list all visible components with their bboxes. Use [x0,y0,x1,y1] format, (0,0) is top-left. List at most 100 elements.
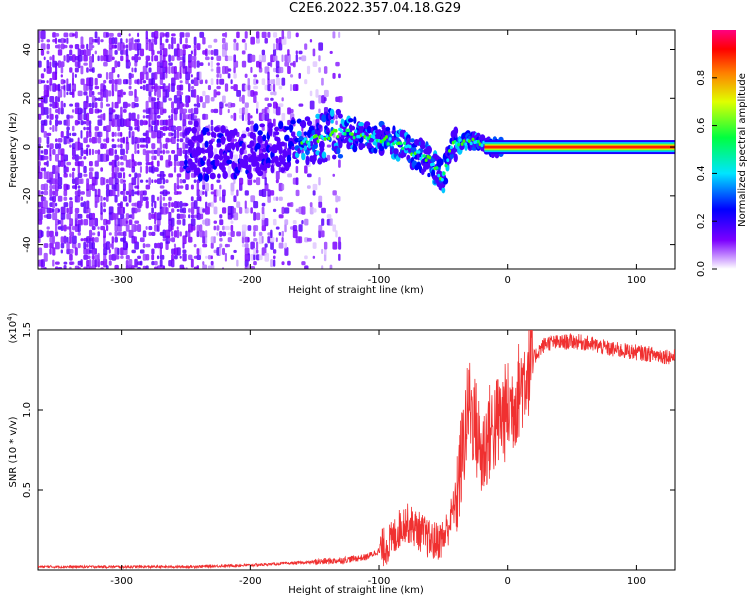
spectrogram-cell [173,201,178,209]
spectrogram-core-cell [457,142,461,147]
spectrogram-cell [326,214,332,219]
spectrogram-cell [270,84,273,91]
spectrogram-cell [120,201,123,208]
spectrogram-cell [71,83,77,92]
spectrogram-ridge-cell [231,142,236,151]
spectrogram-cell [63,136,68,145]
spectrogram-cell [38,79,43,85]
spectrogram-cell [60,131,64,138]
spectrogram-cell [122,183,126,192]
spectrogram-ridge-cell [464,144,468,151]
spectrogram-cell [105,195,109,202]
spectrogram-cell [145,120,148,125]
spectrogram-cell [165,126,170,131]
spectrogram-cell [289,84,293,92]
spectrogram-cell [137,255,142,259]
spectrogram-cell [154,211,157,221]
spectrogram-cell [57,49,63,56]
spectrogram-cell [304,218,309,226]
spectrogram-cell [46,132,52,137]
spectrogram-cell [284,207,290,214]
spectrogram-ridge-cell [191,135,197,142]
spectrogram-cell [137,43,142,51]
spectrogram-core-cell [303,137,307,141]
spectrogram-cell [182,179,187,184]
spectrogram-core-cell [458,138,462,142]
spectrogram-cell [40,196,45,202]
spectrogram-cell [241,50,246,55]
spectrogram-cell [338,95,343,103]
spectrogram-cell [292,60,296,68]
spectrogram-cell [272,48,277,56]
spectrogram-cell [46,84,50,91]
spectrogram-cell [171,77,176,86]
spectrogram-cell [165,89,170,98]
spectrogram-cell [216,85,221,90]
spectrogram-cell [219,196,222,202]
spectrogram-cell [40,101,44,110]
spectrogram-cell [244,108,249,114]
spectrogram-cell [83,55,88,62]
spectrogram-cell [168,211,172,221]
spectrogram-cell [60,212,66,220]
x-tick-label: 0 [505,576,511,587]
spectrogram-cell [275,60,280,68]
spectrogram-cell [267,194,271,203]
spectrogram-cell [54,114,59,120]
spectrogram-ridge-cell [186,166,190,172]
spectrogram-cell [176,201,180,208]
spectrogram-cell [77,48,82,57]
spectrogram-cell [182,103,185,107]
spectrogram-cell [301,206,306,215]
spectrogram-cell [207,62,210,67]
spectrogram-cell [86,259,90,267]
spectrogram-cell [199,71,202,81]
spectrogram-cell [312,190,316,196]
spectrogram-cell [216,232,219,236]
spectrogram-cell [88,60,93,69]
spectrogram-ridge-cell [208,148,214,154]
spectrogram-core-cell [469,141,473,146]
spectrogram-ridge-cell [337,154,344,159]
spectrogram-cell [66,83,70,92]
spectrogram-cell [219,230,223,237]
spectrogram-cell [120,148,125,156]
spectrogram-cell [38,30,41,39]
spectrogram-cell [49,56,53,61]
spectrogram-cell [168,126,172,132]
spectrogram-cell [261,78,266,86]
spectrogram-cell [176,229,180,239]
spectrogram-cell [128,259,133,268]
spectrogram-cell [145,100,149,110]
spectrogram-cell [272,91,277,96]
spectrogram-cell [335,120,338,126]
spectrogram-cell [326,144,332,148]
spectrogram-cell [264,177,267,186]
spectrogram-cell [120,213,125,219]
spectrogram-cell [270,241,274,250]
spectrogram-cell [60,224,64,232]
spectrogram-cell [88,89,93,98]
spectrogram-cell [182,49,186,56]
spectrogram-cell [179,80,183,84]
spectrogram-cell [165,31,170,38]
spectrogram-cell [139,166,142,173]
spectrogram-cell [261,188,267,198]
spectrogram-cell [66,118,70,127]
spectrogram-cell [103,125,107,132]
spectrogram-cell [60,79,65,85]
spectrogram-ridge-cell [213,126,220,133]
spectrogram-cell [117,94,121,104]
spectrogram-cell [43,155,49,160]
spectrogram-cell [117,125,121,132]
spectrogram-cell [171,202,175,208]
spectrogram-cell [69,253,73,261]
spectrogram-cell [54,65,58,75]
spectrogram-cell [185,79,189,85]
spectrogram-cell [216,91,221,96]
spectrogram-cell [272,118,276,127]
spectrogram-cell [128,214,133,219]
spectrogram-cell [49,143,54,149]
spectrogram-cell [46,171,50,180]
spectrogram-cell [77,213,83,219]
